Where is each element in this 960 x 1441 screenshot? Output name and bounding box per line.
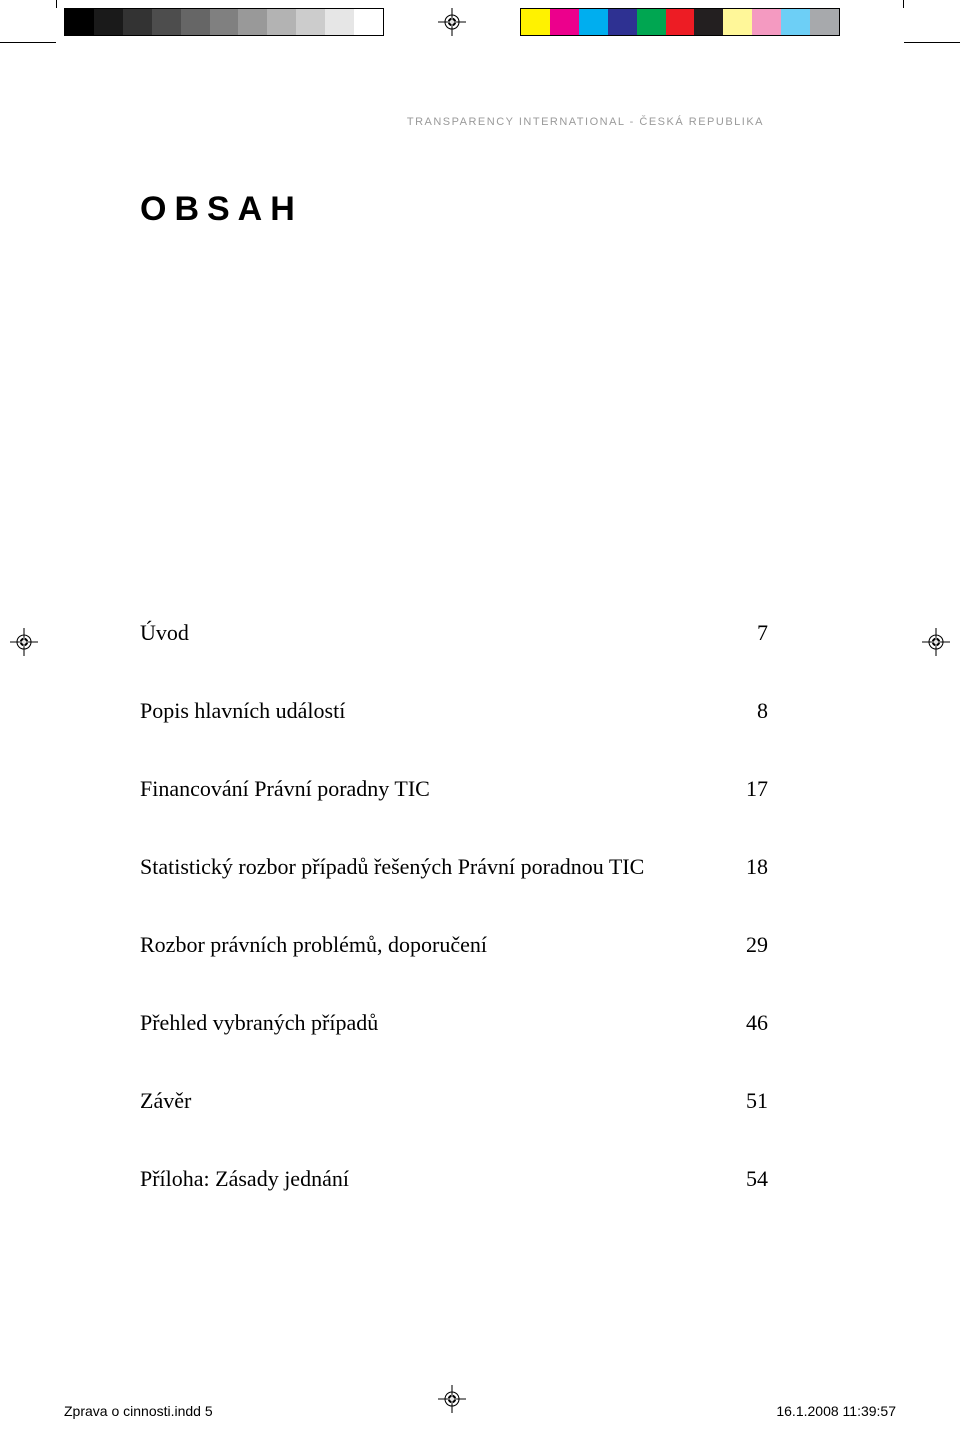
toc-item: Popis hlavních událostí 8 — [140, 698, 768, 724]
toc-item-label: Popis hlavních událostí — [140, 698, 345, 724]
color-swatch — [521, 9, 550, 35]
color-swatch — [810, 9, 839, 35]
color-swatch — [267, 9, 296, 35]
color-swatch — [666, 9, 695, 35]
toc-item-label: Úvod — [140, 620, 189, 646]
toc-item-page: 18 — [732, 854, 768, 880]
toc-item-label: Přehled vybraných případů — [140, 1010, 378, 1036]
color-swatch — [694, 9, 723, 35]
print-footer: Zprava o cinnosti.indd 5 16.1.2008 11:39… — [64, 1403, 896, 1419]
footer-timestamp: 16.1.2008 11:39:57 — [776, 1403, 896, 1419]
toc-item-page: 51 — [732, 1088, 768, 1114]
color-swatch — [608, 9, 637, 35]
grayscale-colorbar — [64, 8, 384, 36]
process-colorbar — [520, 8, 840, 36]
toc-item-page: 17 — [732, 776, 768, 802]
toc-item-label: Statistický rozbor případů řešených Práv… — [140, 854, 644, 880]
color-swatch — [781, 9, 810, 35]
toc-item: Financování Právní poradny TIC 17 — [140, 776, 768, 802]
color-swatch — [325, 9, 354, 35]
crop-mark-line — [904, 42, 960, 43]
toc-item-page: 8 — [732, 698, 768, 724]
table-of-contents: Úvod 7 Popis hlavních událostí 8 Financo… — [140, 620, 768, 1244]
color-swatch — [238, 9, 267, 35]
color-swatch — [752, 9, 781, 35]
toc-item-label: Rozbor právních problémů, doporučení — [140, 932, 487, 958]
toc-item: Rozbor právních problémů, doporučení 29 — [140, 932, 768, 958]
toc-item: Statistický rozbor případů řešených Práv… — [140, 854, 768, 880]
toc-item-page: 7 — [732, 620, 768, 646]
toc-item-label: Příloha: Zásady jednání — [140, 1166, 349, 1192]
toc-item: Příloha: Zásady jednání 54 — [140, 1166, 768, 1192]
registration-mark-icon — [438, 8, 466, 36]
color-swatch — [94, 9, 123, 35]
toc-item-page: 54 — [732, 1166, 768, 1192]
toc-item: Přehled vybraných případů 46 — [140, 1010, 768, 1036]
color-swatch — [152, 9, 181, 35]
running-header: TRANSPARENCY INTERNATIONAL - ČESKÁ REPUB… — [407, 116, 764, 128]
color-swatch — [550, 9, 579, 35]
color-swatch — [65, 9, 94, 35]
page-title: OBSAH — [140, 190, 303, 229]
toc-item: Úvod 7 — [140, 620, 768, 646]
color-swatch — [637, 9, 666, 35]
toc-item-page: 29 — [732, 932, 768, 958]
registration-mark-icon — [10, 628, 38, 656]
color-swatch — [354, 9, 383, 35]
footer-filename: Zprava o cinnosti.indd 5 — [64, 1403, 213, 1419]
color-swatch — [723, 9, 752, 35]
color-swatch — [296, 9, 325, 35]
color-swatch — [181, 9, 210, 35]
toc-item-label: Financování Právní poradny TIC — [140, 776, 430, 802]
crop-mark-tick — [903, 0, 904, 8]
color-swatch — [123, 9, 152, 35]
color-swatch — [579, 9, 608, 35]
toc-item-page: 46 — [732, 1010, 768, 1036]
registration-mark-icon — [922, 628, 950, 656]
toc-item-label: Závěr — [140, 1088, 191, 1114]
color-swatch — [210, 9, 239, 35]
crop-mark-line — [0, 42, 56, 43]
crop-mark-tick — [56, 0, 57, 8]
toc-item: Závěr 51 — [140, 1088, 768, 1114]
